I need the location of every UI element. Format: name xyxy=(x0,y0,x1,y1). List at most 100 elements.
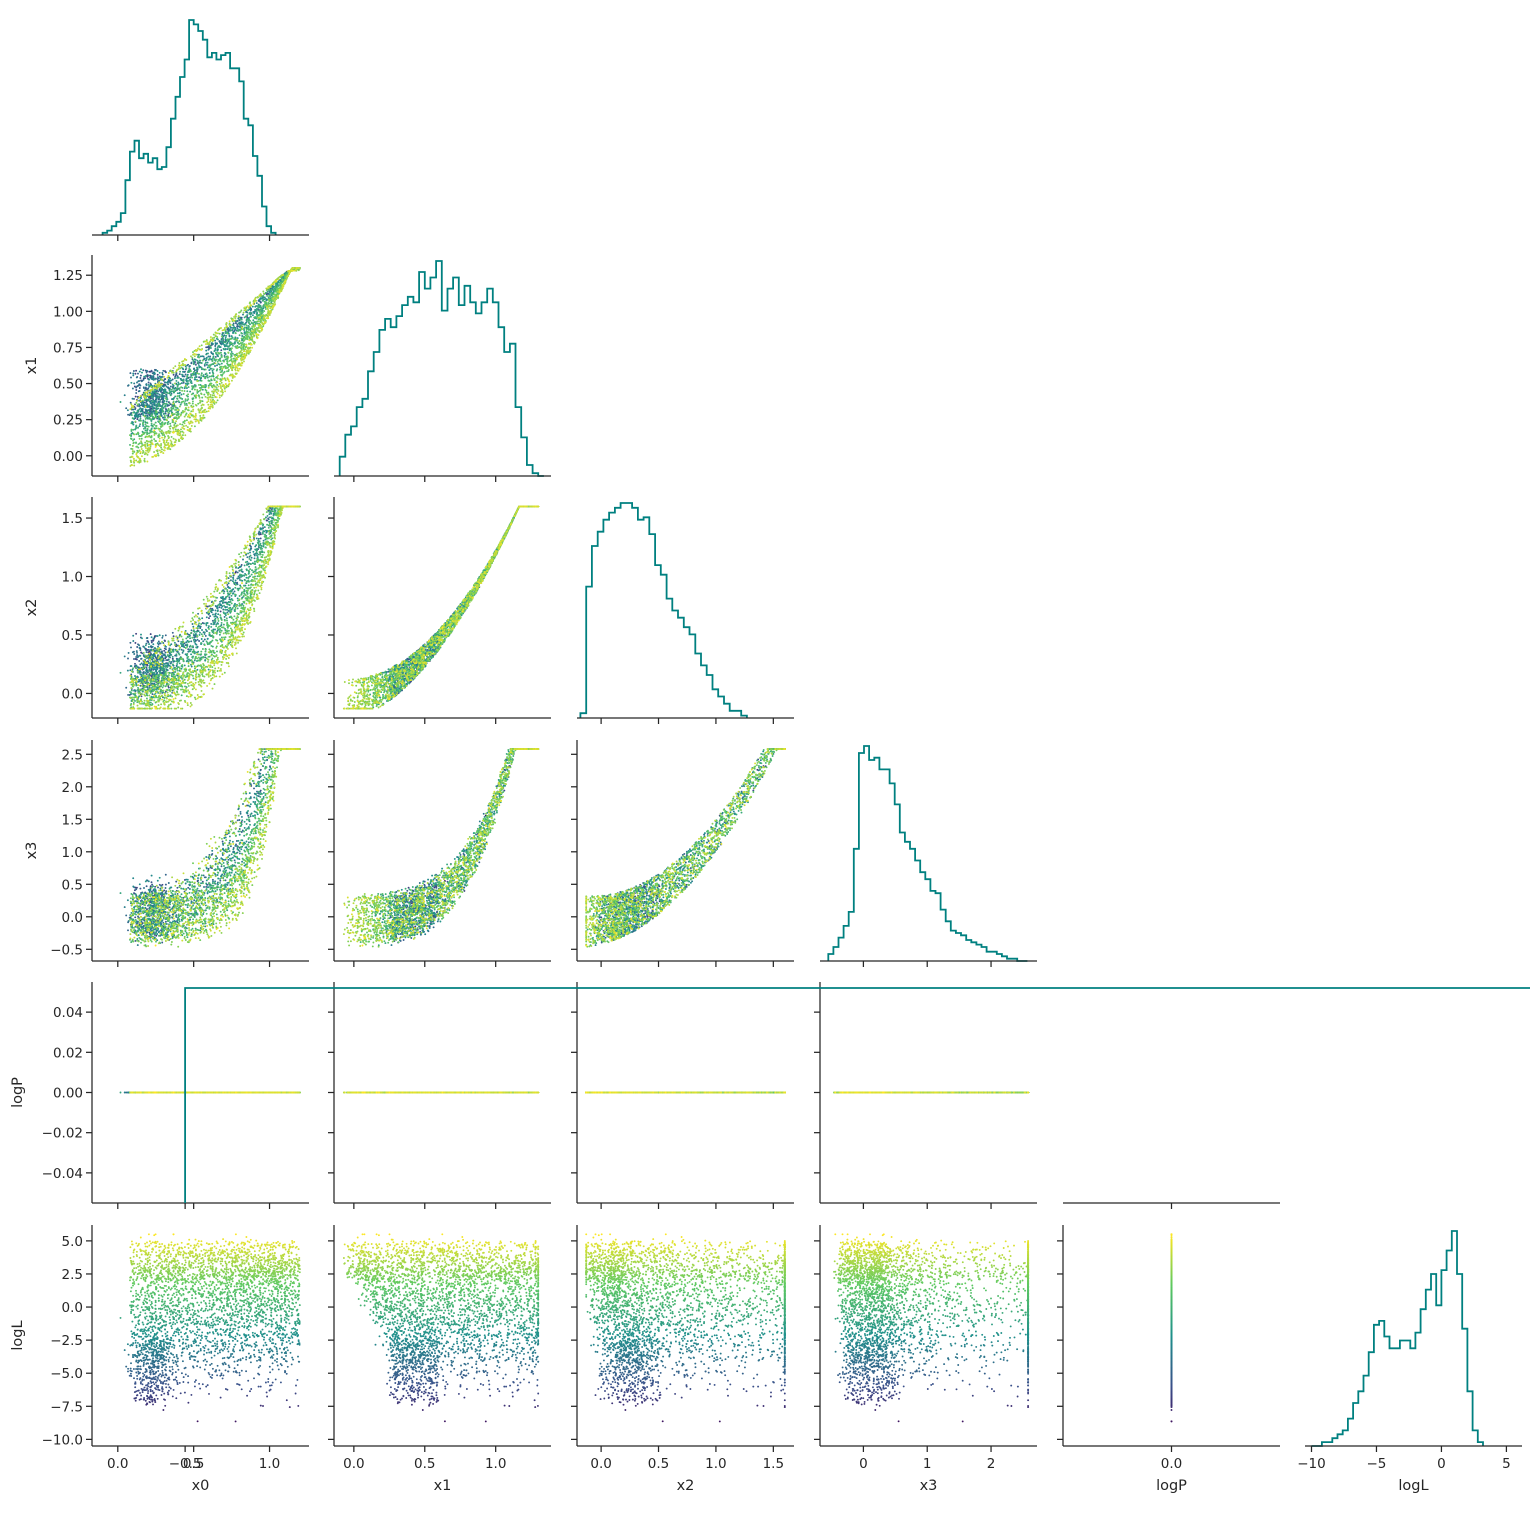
scatter-point xyxy=(218,385,220,387)
scatter-point xyxy=(218,359,220,361)
scatter-point xyxy=(164,449,166,451)
scatter-point xyxy=(175,420,177,422)
scatter-point xyxy=(216,368,218,370)
scatter-point xyxy=(246,312,248,314)
scatter-point xyxy=(229,360,231,362)
scatter-point xyxy=(177,384,179,386)
scatter-point xyxy=(210,346,212,348)
scatter-point xyxy=(203,411,205,413)
scatter-point xyxy=(147,409,149,411)
scatter-point xyxy=(210,404,212,406)
scatter-point xyxy=(237,364,239,366)
scatter-point xyxy=(204,358,206,360)
scatter-point xyxy=(139,458,141,460)
scatter-point xyxy=(179,389,181,391)
scatter-point xyxy=(166,440,168,442)
scatter-point xyxy=(216,396,218,398)
scatter-point xyxy=(163,376,165,378)
scatter-point xyxy=(136,652,138,654)
scatter-point xyxy=(279,282,281,284)
scatter-point xyxy=(162,417,164,419)
scatter-point xyxy=(154,379,156,381)
scatter-point xyxy=(219,396,221,398)
scatter-point xyxy=(233,365,235,367)
scatter-point xyxy=(220,327,222,329)
scatter-point xyxy=(140,461,142,463)
scatter-point xyxy=(213,378,215,380)
scatter-point xyxy=(146,453,148,455)
scatter-point xyxy=(254,301,256,303)
scatter-point xyxy=(170,662,172,664)
scatter-point xyxy=(149,399,151,401)
scatter-point xyxy=(244,348,246,350)
scatter-point xyxy=(135,396,137,398)
scatter-point xyxy=(222,329,224,331)
scatter-point xyxy=(217,363,219,365)
scatter-point xyxy=(169,428,171,430)
scatter-point xyxy=(177,398,179,400)
scatter-point xyxy=(137,411,139,413)
scatter-point xyxy=(230,366,232,368)
scatter-point xyxy=(266,306,268,308)
scatter-point xyxy=(183,432,185,434)
scatter-point xyxy=(144,424,146,426)
scatter-point xyxy=(132,373,134,375)
scatter-point xyxy=(202,359,204,361)
scatter-point xyxy=(167,432,169,434)
scatter-point xyxy=(253,317,255,319)
scatter-point xyxy=(132,651,134,653)
hist-bin xyxy=(464,286,470,476)
scatter-point xyxy=(191,374,193,376)
scatter-point xyxy=(198,373,200,375)
scatter-point xyxy=(159,435,161,437)
scatter-point xyxy=(129,642,131,644)
scatter-point xyxy=(203,622,205,624)
scatter-point xyxy=(129,444,131,446)
scatter-point xyxy=(267,317,269,319)
scatter-point xyxy=(175,371,177,373)
scatter-point xyxy=(221,356,223,358)
scatter-point xyxy=(257,305,259,307)
scatter-point xyxy=(194,389,196,391)
scatter-point xyxy=(163,386,165,388)
scatter-point xyxy=(223,367,225,369)
hist-bin xyxy=(425,289,431,476)
scatter-point xyxy=(206,372,208,374)
scatter-point xyxy=(141,448,143,450)
scatter-point xyxy=(177,434,179,436)
scatter-point xyxy=(169,392,171,394)
scatter-point xyxy=(147,390,149,392)
scatter-point xyxy=(142,420,144,422)
scatter-point xyxy=(184,420,186,422)
scatter-point xyxy=(147,640,149,642)
scatter-point xyxy=(193,360,195,362)
scatter-point xyxy=(201,420,203,422)
scatter-point xyxy=(249,320,251,322)
scatter-point xyxy=(269,307,271,309)
scatter-point xyxy=(146,384,148,386)
scatter-point xyxy=(177,375,179,377)
scatter-point xyxy=(191,629,193,631)
scatter-point xyxy=(135,453,137,455)
scatter-point xyxy=(247,326,249,328)
scatter-point xyxy=(165,652,167,654)
scatter-point xyxy=(289,272,291,274)
scatter-point xyxy=(209,408,211,410)
scatter-point xyxy=(212,620,214,622)
scatter-point xyxy=(154,440,156,442)
scatter-point xyxy=(166,410,168,412)
scatter-point xyxy=(208,617,210,619)
scatter-point xyxy=(196,372,198,374)
scatter-point xyxy=(178,367,180,369)
scatter-point xyxy=(178,439,180,441)
scatter-point xyxy=(199,387,201,389)
scatter-point xyxy=(176,388,178,390)
scatter-point xyxy=(257,317,259,319)
scatter-point xyxy=(195,416,197,418)
scatter-point xyxy=(149,440,151,442)
y-tick-label-x1: 1.00 xyxy=(53,304,83,320)
scatter-point xyxy=(253,343,255,345)
scatter-point xyxy=(221,382,223,384)
scatter-point xyxy=(261,314,263,316)
scatter-point xyxy=(138,420,140,422)
